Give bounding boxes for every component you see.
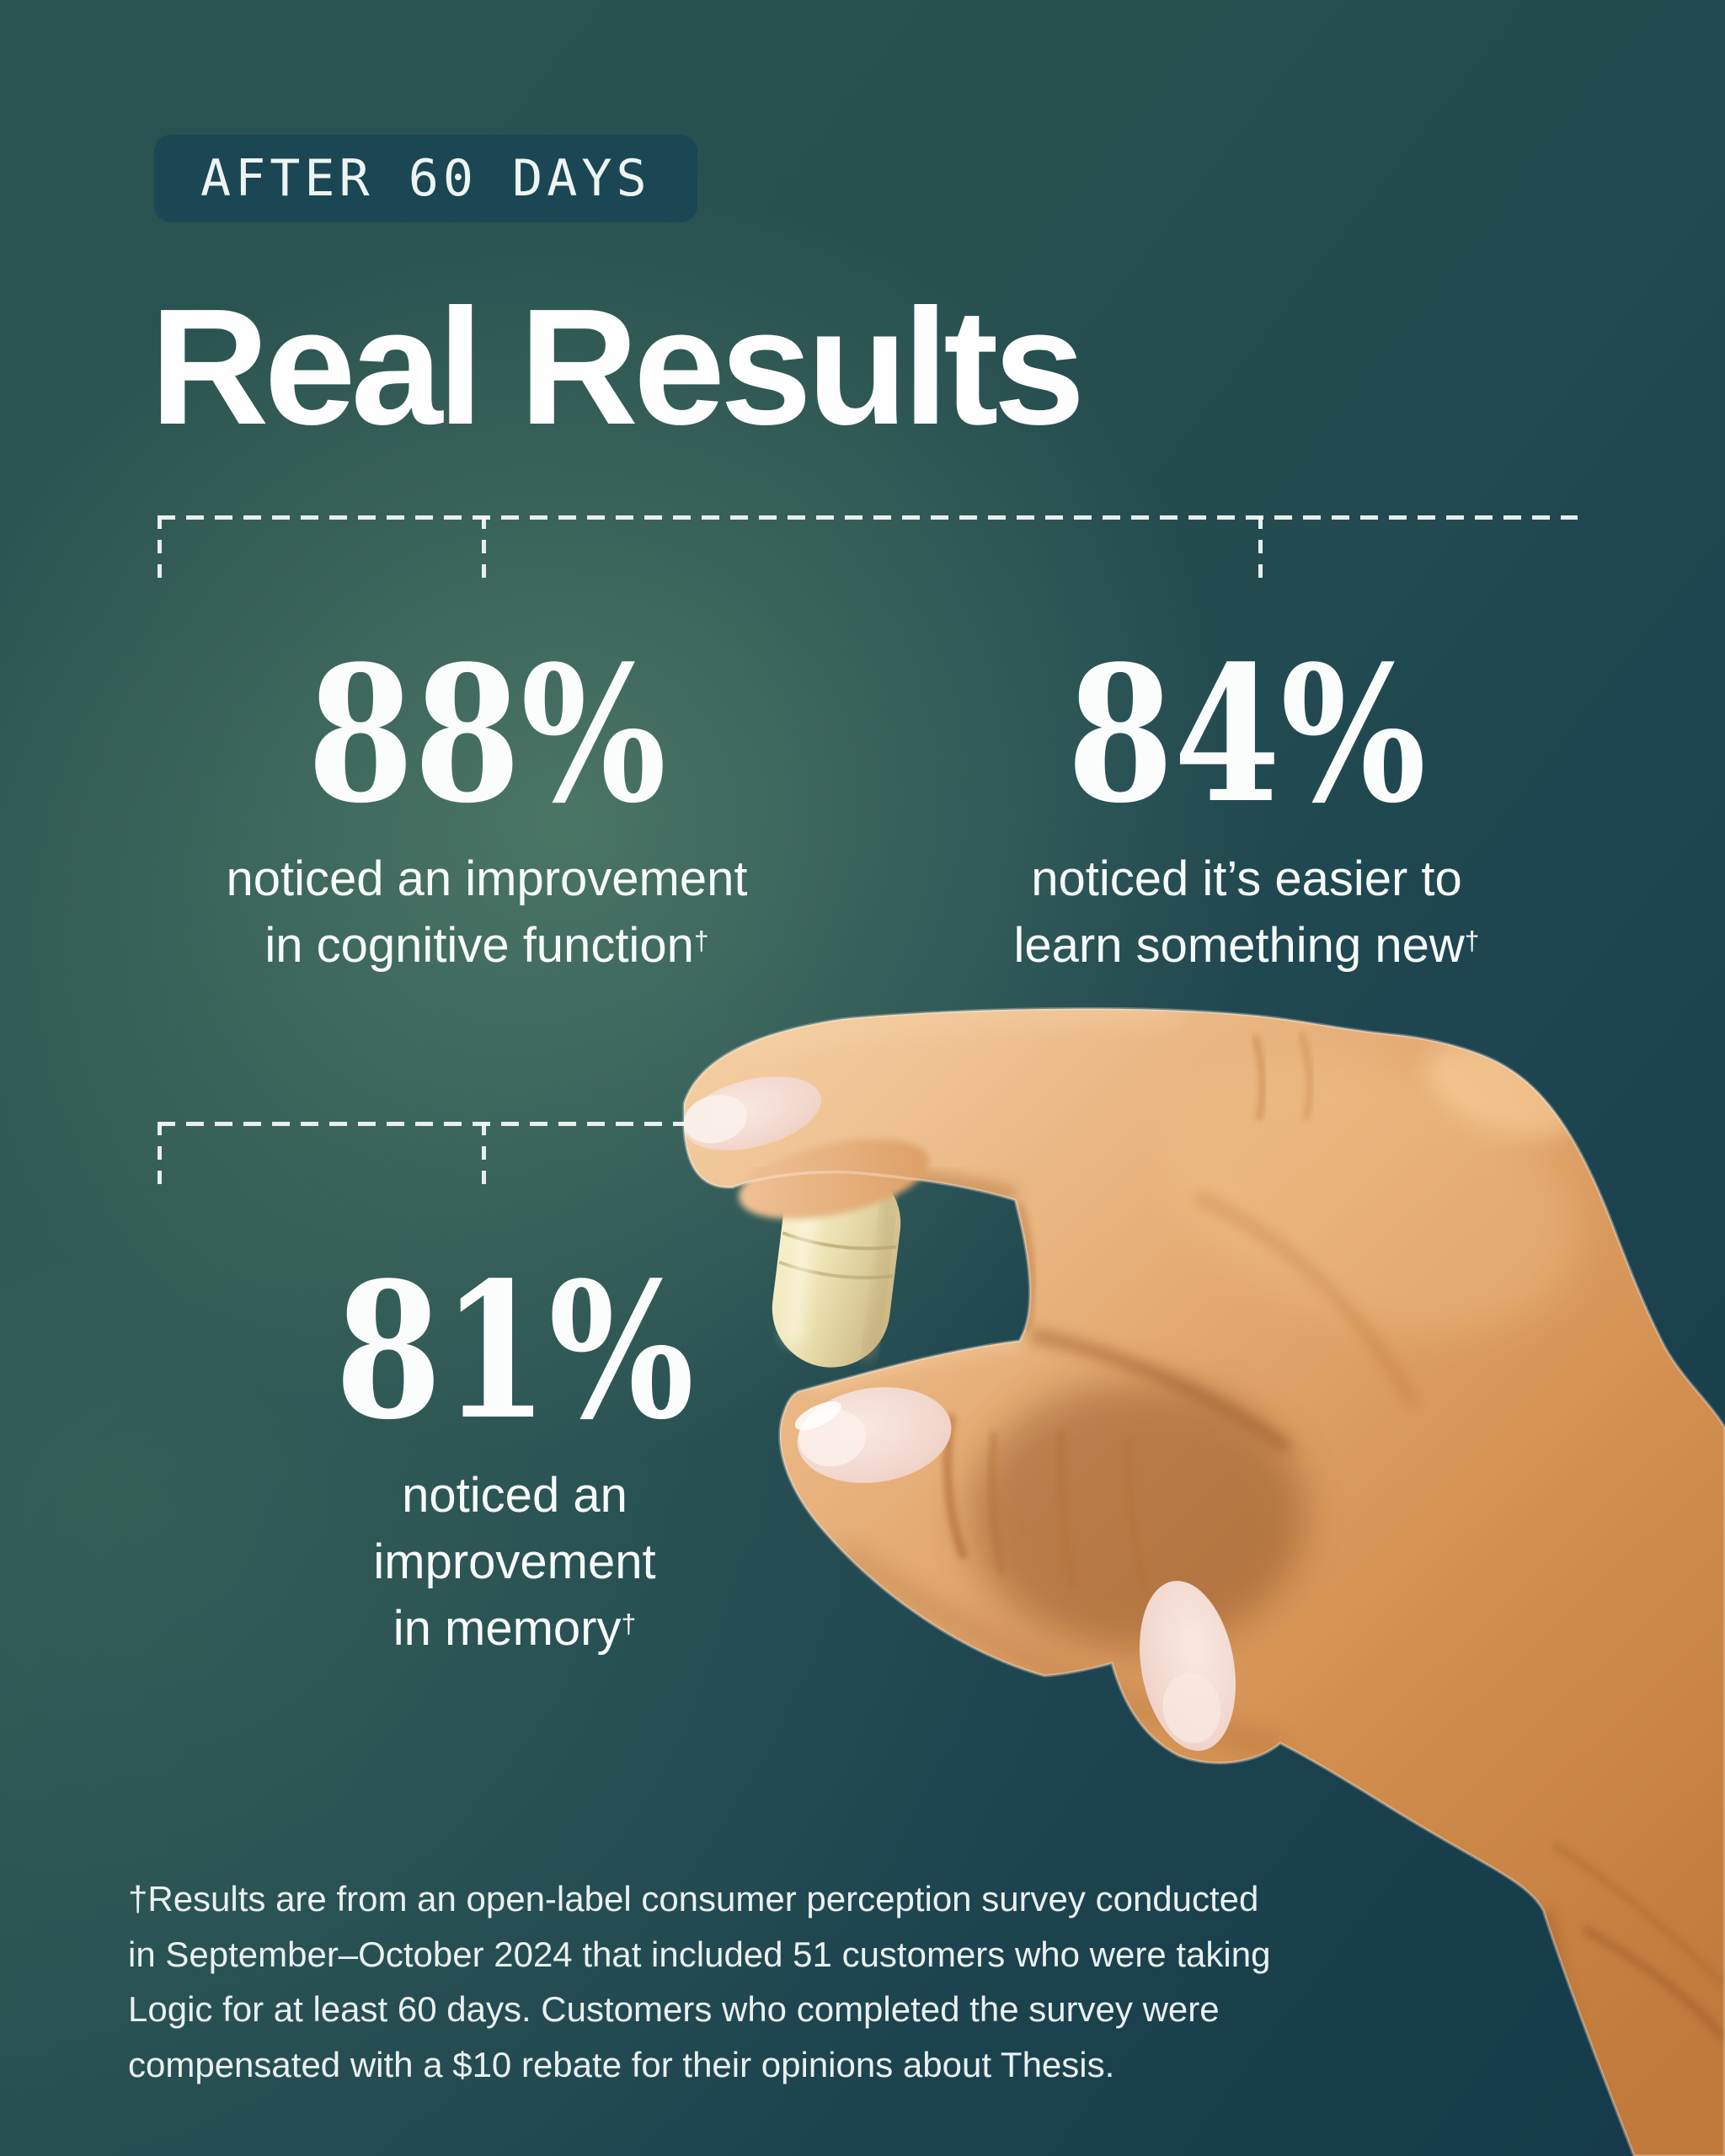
- lower-hand-shadow: [838, 1544, 1282, 1754]
- stat-value: 88%: [307, 626, 667, 845]
- index-fingernail: [684, 1076, 822, 1150]
- index-top-highlight: [739, 1008, 1180, 1059]
- stat-caption-line: noticed an improvement: [226, 851, 748, 906]
- dashed-bracket-top-tick-col2: [1258, 515, 1263, 581]
- stat-value: 84%: [1066, 626, 1427, 845]
- dagger-icon: †: [1464, 925, 1480, 956]
- stat-caption: noticed an improvement in cognitive func…: [167, 846, 807, 979]
- stat-learn-something-new: 84% noticed it’s easier to learn somethi…: [927, 626, 1567, 979]
- dashed-bracket-mid-line: [158, 1122, 710, 1126]
- footnote-line: compensated with a $10 rebate for their …: [128, 2044, 1115, 2084]
- after-60-days-badge: AFTER 60 DAYS: [154, 135, 697, 222]
- capsule-seam: [782, 1231, 897, 1251]
- thumb-wrinkle: [988, 1431, 1006, 1576]
- dashed-bracket-top-line: [158, 515, 1578, 520]
- dashed-bracket-top-tick-col1: [482, 515, 486, 581]
- thumb-knuckle-crease: [943, 1414, 969, 1560]
- index-underside-shadow: [757, 1168, 1017, 1203]
- index-knuckle-crease: [1299, 1032, 1312, 1121]
- capsule-shade: [859, 1184, 895, 1361]
- footnote-line: in September–October 2024 that included …: [128, 1934, 1271, 1974]
- footnote-line: †Results are from an open-label consumer…: [128, 1879, 1259, 1919]
- stat-cognitive-function: 88% noticed an improvement in cognitive …: [167, 626, 807, 979]
- stat-caption-line: in memory†: [393, 1600, 637, 1656]
- curled-finger-crease: [1194, 1191, 1420, 1409]
- index-finger-pad: [739, 1139, 929, 1219]
- knuckle-highlight: [1425, 1043, 1577, 1139]
- curled-finger-crease: [1030, 1329, 1293, 1454]
- stat-caption-line: noticed an: [402, 1467, 628, 1523]
- wrist-crease: [1581, 1924, 1725, 2041]
- pinch-shadow: [969, 1381, 1306, 1651]
- stat-caption-line: noticed it’s easier to: [1031, 851, 1462, 906]
- curled-fingernail: [1140, 1581, 1236, 1751]
- dashed-bracket-mid-tick-col1: [482, 1122, 486, 1187]
- stat-caption: noticed it’s easier to learn something n…: [927, 846, 1567, 979]
- wrist-edge-shadow: [1537, 1910, 1621, 2156]
- back-hand-highlight: [1168, 1059, 1578, 1333]
- footnote-line: Logic for at least 60 days. Customers wh…: [128, 1989, 1220, 2030]
- index-knuckle-crease: [1252, 1035, 1265, 1121]
- thumb-wrinkle: [1057, 1431, 1077, 1588]
- stat-value: 81%: [334, 1242, 695, 1461]
- stat-caption: noticed an improvement in memory†: [195, 1463, 835, 1662]
- stat-caption-line: in cognitive function†: [264, 917, 709, 973]
- stat-caption-line: improvement: [373, 1534, 656, 1589]
- finger-fold-crease: [1015, 1203, 1035, 1331]
- wrist-crease: [1551, 1840, 1725, 1987]
- dagger-icon: †: [693, 925, 709, 956]
- dashed-bracket-mid-tick-left: [158, 1122, 162, 1187]
- page-title: Real Results: [150, 275, 1085, 459]
- stat-caption-line: learn something new†: [1013, 917, 1480, 973]
- dashed-bracket-top-tick-left: [158, 515, 162, 581]
- footnote: †Results are from an open-label consumer…: [128, 1871, 1290, 2092]
- thumb-top-highlight: [807, 1337, 1024, 1394]
- stat-memory: 81% noticed an improvement in memory†: [195, 1242, 835, 1662]
- badge-label: AFTER 60 DAYS: [200, 149, 651, 208]
- dagger-icon: †: [621, 1608, 637, 1639]
- thumb-wrinkle: [1125, 1439, 1149, 1593]
